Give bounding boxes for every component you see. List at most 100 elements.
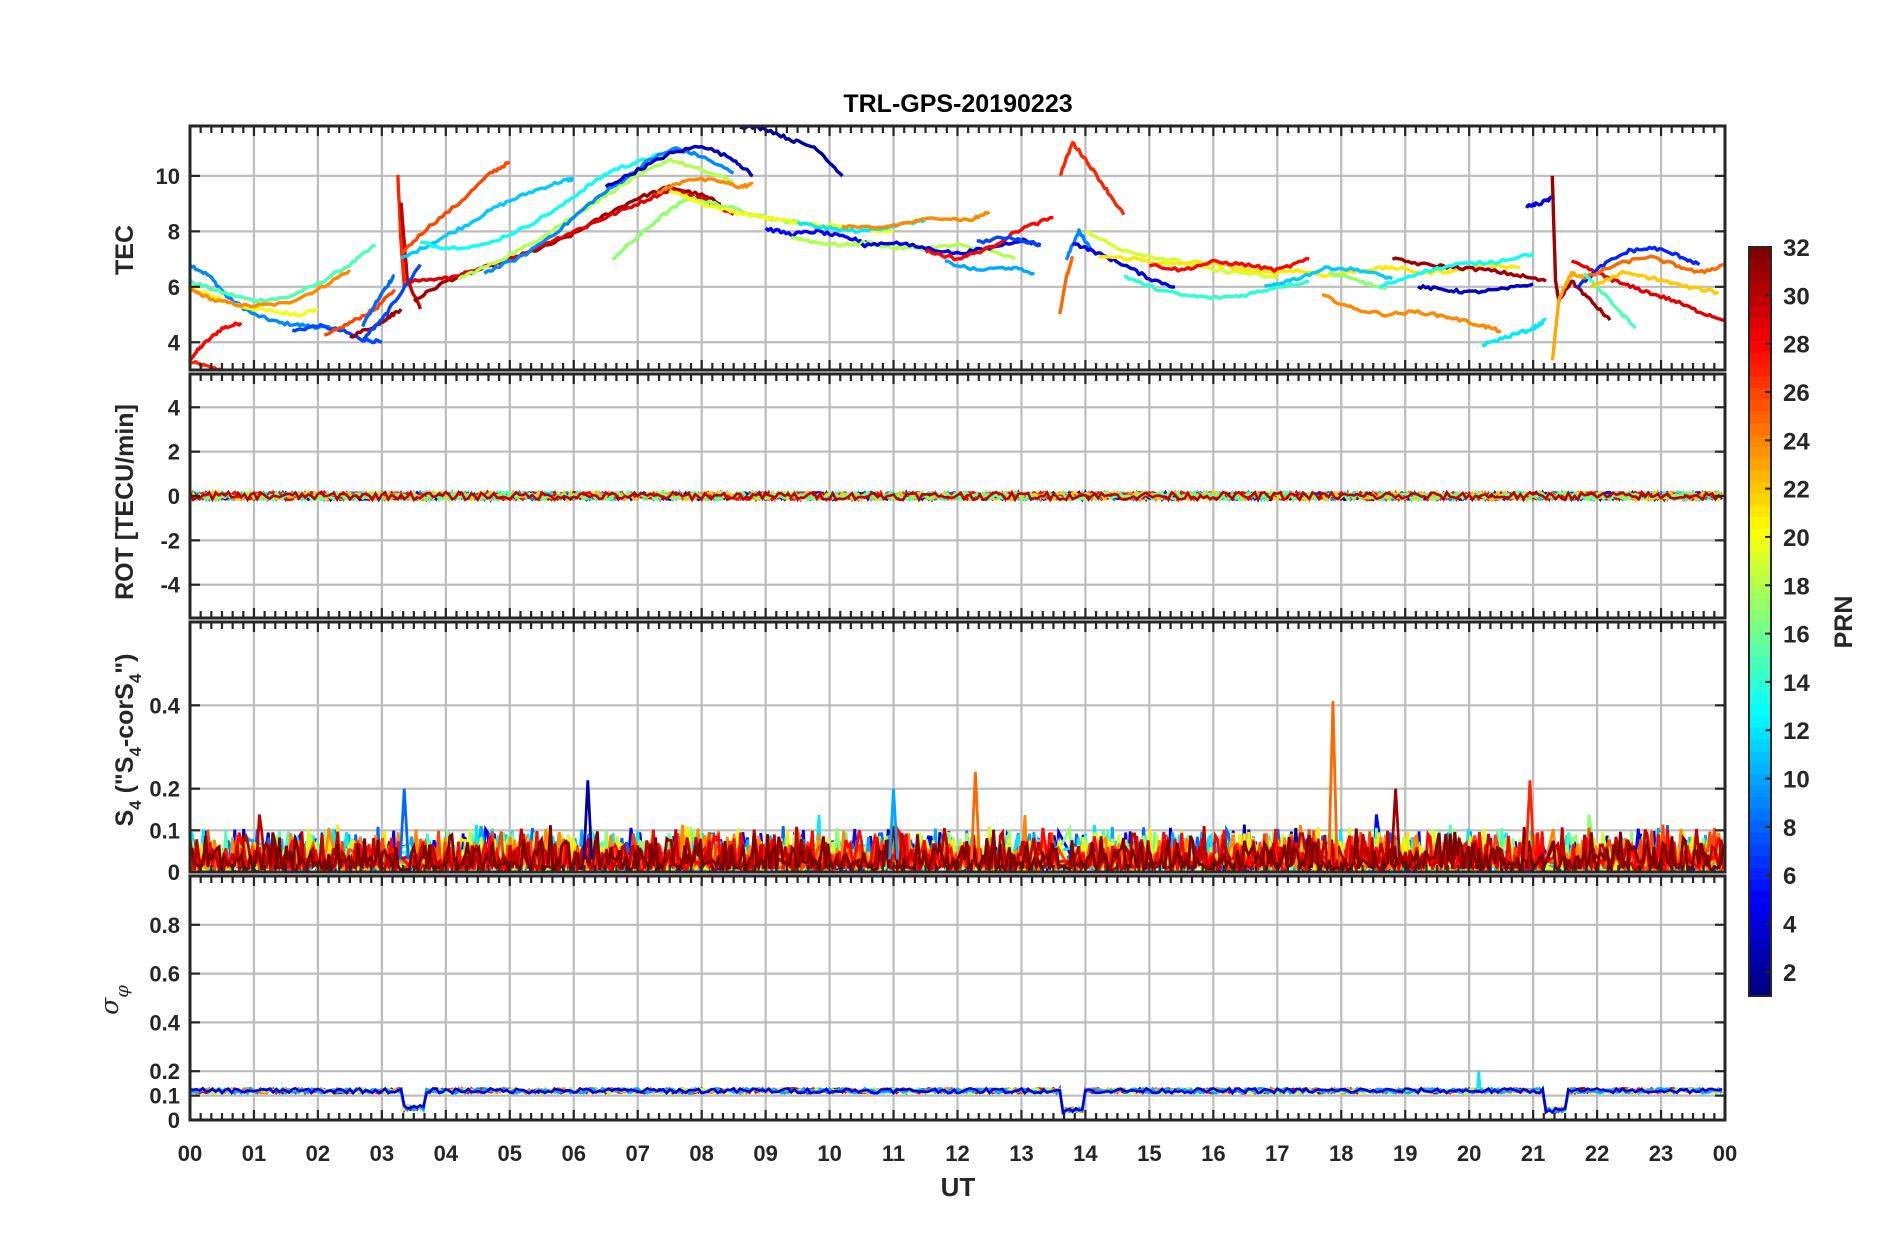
tec-series-prn-31	[1550, 175, 1612, 321]
y-tick-label: 0	[168, 860, 180, 885]
tec-series-prn-10	[944, 259, 1035, 276]
y-tick-label: -2	[160, 528, 180, 553]
colorbar-tick-label: 18	[1783, 573, 1810, 600]
tec-series-prn-31	[1391, 256, 1547, 283]
tec-panel: 4 6 8 10	[156, 124, 1727, 372]
colorbar-segment	[1749, 539, 1771, 552]
x-tick-label: 06	[562, 1141, 586, 1166]
colorbar-segment	[1749, 984, 1771, 997]
s4-spike-prn-31	[1390, 788, 1402, 860]
y-tick-label: 0.2	[149, 777, 180, 802]
colorbar-frame	[1748, 246, 1772, 997]
rot-panel: -4 -2 0 2 4	[160, 372, 1727, 620]
x-tick-label: 05	[498, 1141, 522, 1166]
colorbar-segment	[1749, 410, 1771, 424]
x-tick-label: 20	[1457, 1141, 1481, 1166]
y-tick-label: 0.6	[149, 962, 180, 987]
colorbar-tick-label: 20	[1783, 525, 1810, 552]
colorbar-segment	[1749, 878, 1771, 892]
sigma-spike	[1476, 1071, 1482, 1089]
colorbar-segment	[1749, 820, 1771, 833]
colorbar-segment	[1749, 270, 1771, 283]
colorbar-segment	[1749, 750, 1771, 763]
s4-spike-prn-2	[582, 780, 594, 860]
s4-series-prn-32	[190, 825, 1725, 872]
s4-panel: 0 0.1 0.2 0.4	[149, 620, 1727, 885]
y-tick-label: 0.2	[149, 1059, 180, 1084]
colorbar-segment	[1749, 797, 1771, 810]
colorbar-segment	[1749, 504, 1771, 517]
colorbar-tick-label: 14	[1783, 670, 1810, 697]
colorbar-segment	[1749, 445, 1771, 459]
tec-series-prn-15	[1582, 272, 1637, 330]
rot-series-prn-30	[190, 489, 1723, 503]
x-tick-label: 08	[689, 1141, 713, 1166]
x-tick-label: 21	[1521, 1141, 1545, 1166]
tec-series-prn-3	[1417, 282, 1534, 295]
y-tick-label: 0.8	[149, 913, 180, 938]
tec-ylabel: TEC	[111, 225, 139, 275]
colorbar-segment	[1749, 586, 1771, 599]
tec-series-prn-9	[483, 146, 735, 275]
colorbar-segment	[1749, 855, 1771, 868]
x-tick-label: 15	[1137, 1141, 1161, 1166]
tec-series-prn-22	[1589, 269, 1720, 295]
colorbar-segment	[1749, 832, 1771, 845]
colorbar-segment	[1749, 656, 1771, 669]
colorbar-segment	[1749, 680, 1771, 693]
colorbar-segment	[1749, 609, 1771, 623]
y-tick-label: 0	[168, 484, 180, 509]
colorbar-segment	[1749, 527, 1771, 541]
tec-series-prn-9	[190, 264, 332, 331]
x-tick-label: 23	[1649, 1141, 1673, 1166]
tec-series-prn-4	[1072, 242, 1176, 289]
colorbar-segment	[1749, 247, 1771, 260]
x-tick-label: 12	[945, 1141, 969, 1166]
s4-spike-prn-25	[970, 771, 981, 860]
colorbar-segment	[1749, 551, 1771, 564]
y-tick-label: 0.1	[149, 818, 180, 843]
x-tick-label: 11	[882, 1141, 905, 1166]
colorbar-segment	[1749, 387, 1771, 400]
x-tick-label: 03	[370, 1141, 394, 1166]
colorbar-segment	[1749, 434, 1771, 447]
colorbar-segment	[1749, 808, 1771, 822]
x-tick-label: 14	[1073, 1141, 1098, 1166]
tec-series-prn-25	[1583, 254, 1725, 280]
colorbar-tick-label: 24	[1783, 428, 1810, 455]
tec-series-prn-13	[1378, 252, 1535, 289]
rot-ylabel: ROT [TECU/min]	[111, 404, 139, 600]
tec-series-prn-18	[457, 157, 734, 281]
y-tick-label: 6	[168, 275, 180, 300]
colorbar-tick-label: 6	[1783, 863, 1796, 890]
colorbar-segment	[1749, 574, 1771, 587]
tec-series-prn-8	[361, 274, 396, 328]
colorbar-segment	[1749, 668, 1771, 681]
tec-series-prn-12	[1481, 317, 1547, 348]
y-tick-label: 0	[168, 1108, 180, 1133]
colorbar-segment	[1749, 598, 1771, 611]
x-tick-label: 01	[242, 1141, 266, 1166]
y-tick-label: 8	[168, 219, 180, 244]
colorbar-segment	[1749, 972, 1771, 985]
colorbar-segment	[1749, 644, 1771, 658]
tec-series-prn-15	[190, 243, 376, 304]
colorbar-segment	[1749, 317, 1771, 330]
colorbar-segment	[1749, 843, 1771, 857]
y-tick-label: 0.1	[149, 1084, 180, 1109]
colorbar-segment	[1749, 949, 1771, 962]
tec-series-prn-27	[396, 174, 406, 287]
colorbar-segment	[1749, 761, 1771, 775]
x-tick-label: 00	[1713, 1141, 1737, 1166]
colorbar-label: PRN	[1830, 596, 1858, 649]
tec-series-prn-17	[1328, 270, 1388, 291]
colorbar-segment	[1749, 352, 1771, 365]
tec-series-prn-26	[400, 160, 511, 254]
y-tick-label: -4	[160, 573, 180, 598]
colorbar-segment	[1749, 469, 1771, 482]
y-tick-label: 4	[168, 395, 181, 420]
x-tick-label: 10	[817, 1141, 841, 1166]
chart-title: TRL-GPS-20190223	[843, 90, 1072, 118]
tec-series-prn-7	[976, 235, 1041, 248]
tec-series-prn-24	[656, 176, 754, 195]
